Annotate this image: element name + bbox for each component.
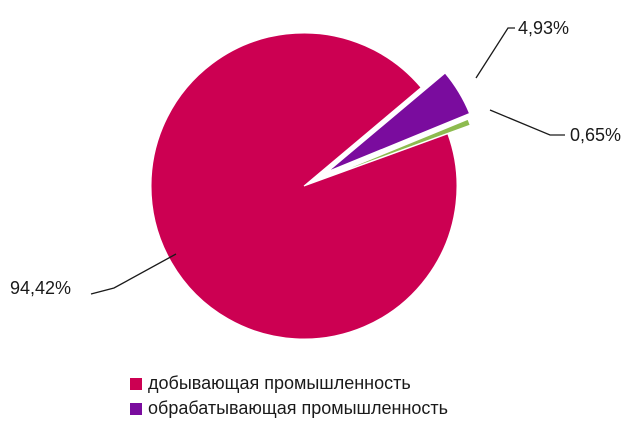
legend-item-1: добывающая промышленность [130, 371, 448, 396]
pie-slices [150, 32, 471, 340]
pie-slice-2 [327, 72, 471, 172]
leader-line-2 [475, 27, 515, 79]
legend-item-2: обрабатывающая промышленность [130, 396, 448, 421]
pie-slice-1 [150, 32, 458, 340]
legend: добывающая промышленность обрабатывающая… [130, 371, 448, 421]
legend-swatch-2 [130, 402, 142, 415]
data-label-2: 4,93% [518, 18, 569, 38]
pie-slice-3 [326, 118, 471, 178]
data-label-1: 94,42% [10, 278, 71, 298]
legend-label-2: обрабатывающая промышленность [148, 398, 449, 418]
data-label-3: 0,65% [570, 125, 621, 145]
leader-line-1 [90, 253, 177, 295]
legend-label-1: добывающая промышленность [148, 373, 411, 393]
leader-lines [90, 27, 565, 295]
leader-line-3 [489, 109, 565, 136]
legend-swatch-1 [130, 377, 142, 390]
